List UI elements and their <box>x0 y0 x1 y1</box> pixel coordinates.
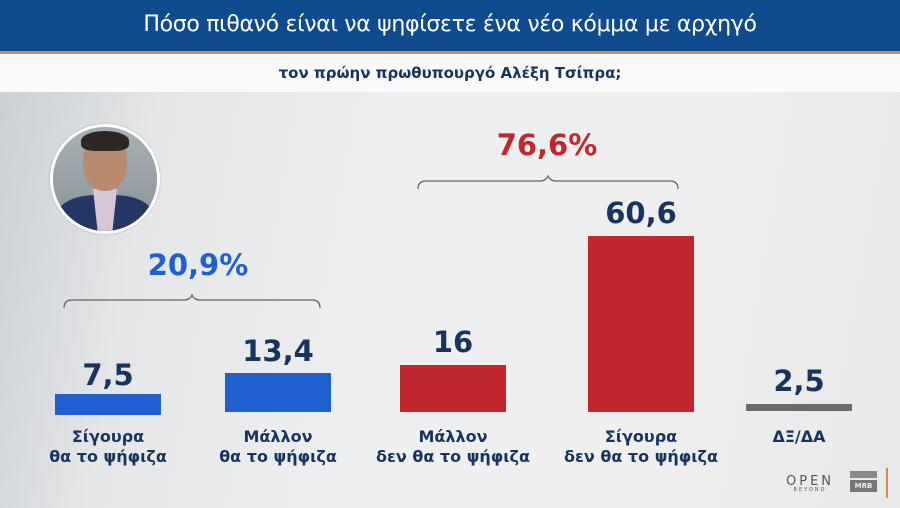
group-total-no: 76,6% <box>496 128 598 162</box>
mrb-logo-icon: MRB <box>850 471 877 497</box>
bar-label: ΔΞ/ΔΑ <box>714 427 884 447</box>
bar-probably-yes <box>225 373 331 412</box>
bar-value: 7,5 <box>82 358 134 392</box>
bar-label: Μάλλον θα το ψήφιζα <box>193 427 363 467</box>
bar-value: 13,4 <box>242 334 314 368</box>
bar-definitely-yes <box>55 394 161 415</box>
bar-value: 60,6 <box>605 196 677 230</box>
mrb-logo-text: MRB <box>850 480 877 492</box>
bar-label: Σίγουρα δεν θα το ψήφιζα <box>556 427 726 467</box>
bar-dont-know <box>746 404 852 411</box>
chart-subtitle: τον πρώην πρωθυπουργό Αλέξη Τσίπρα; <box>278 64 622 82</box>
chart-title: Πόσο πιθανό είναι να ψηφίσετε ένα νέο κό… <box>143 12 757 37</box>
bar-probably-no <box>400 365 506 412</box>
bar-label-line2: δεν θα το ψήφιζα <box>376 447 530 466</box>
bar-definitely-no <box>588 236 694 412</box>
open-logo-text: OPEN <box>786 474 835 489</box>
bar-value: 2,5 <box>773 364 825 398</box>
header-bar: Πόσο πιθανό είναι να ψηφίσετε ένα νέο κό… <box>0 0 900 51</box>
group-total-yes: 20,9% <box>147 248 249 282</box>
bar-label: Σίγουρα θα το ψήφιζα <box>23 427 193 467</box>
bar-label-line2: θα το ψήφιζα <box>49 447 167 466</box>
bar-label: Μάλλον δεν θα το ψήφιζα <box>368 427 538 467</box>
open-logo-tagline: BEYOND <box>793 487 827 493</box>
bar-label-line1: Μάλλον <box>418 427 488 446</box>
brace-icon <box>417 175 679 190</box>
accent-divider <box>0 51 900 54</box>
portrait-photo-icon <box>50 124 160 234</box>
accent-tick <box>886 468 888 498</box>
brace-icon <box>63 294 321 309</box>
bar-label-line1: Σίγουρα <box>604 427 678 446</box>
bar-label-line2: δεν θα το ψήφιζα <box>564 447 718 466</box>
bar-label-line1: Σίγουρα <box>71 427 145 446</box>
bar-label-line1: ΔΞ/ΔΑ <box>772 427 826 446</box>
subtitle-bar: τον πρώην πρωθυπουργό Αλέξη Τσίπρα; <box>0 54 900 92</box>
open-logo-icon: OPEN BEYOND <box>786 474 834 493</box>
bar-label-line2: θα το ψήφιζα <box>219 447 337 466</box>
bar-value: 16 <box>432 325 474 359</box>
bar-label-line1: Μάλλον <box>243 427 313 446</box>
